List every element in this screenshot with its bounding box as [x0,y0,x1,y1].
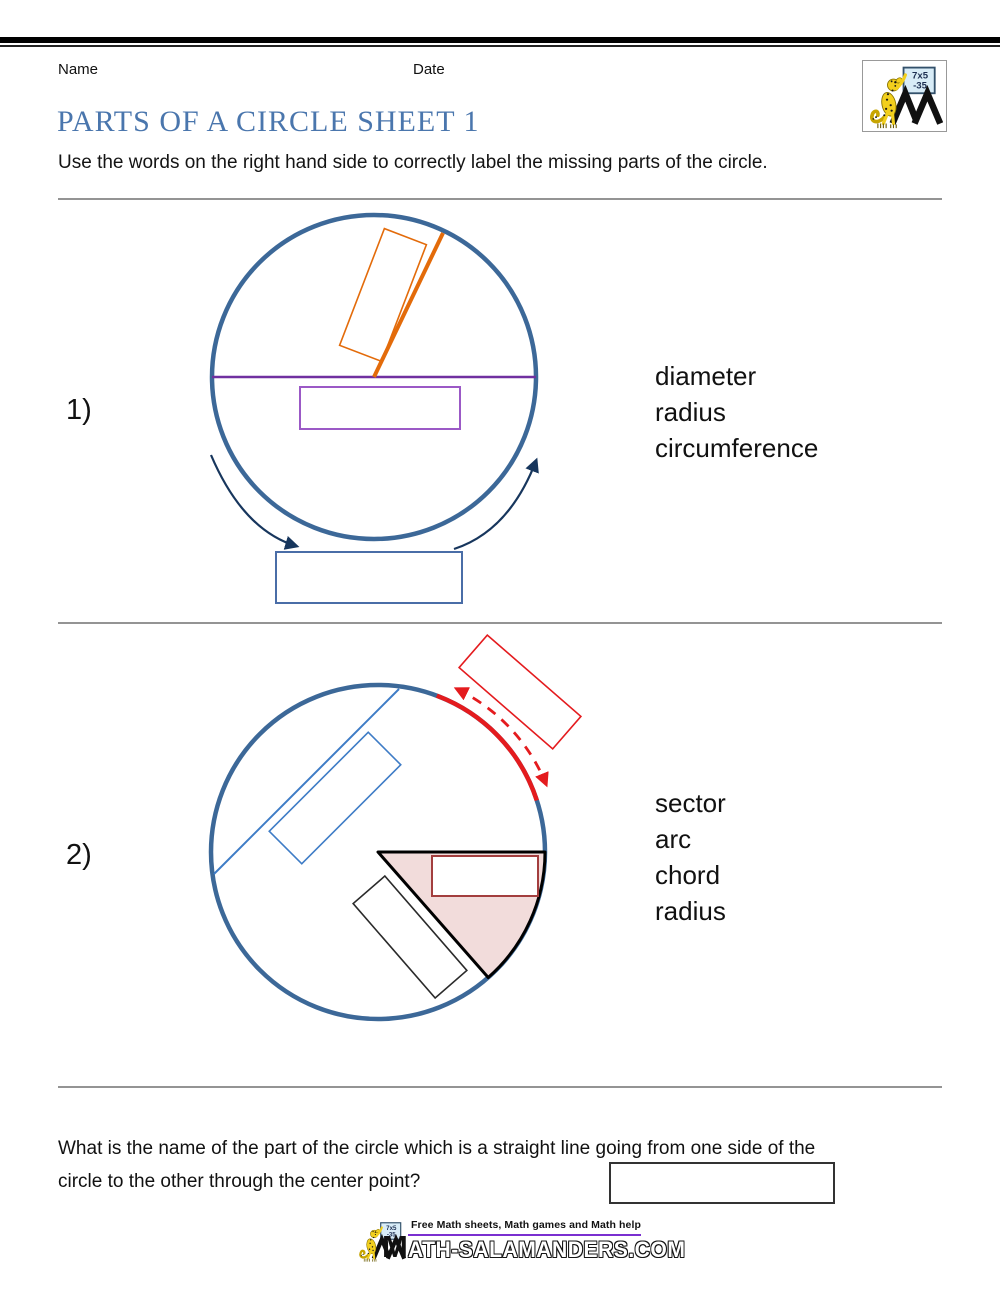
answer-box-chord[interactable] [268,731,402,865]
word-radius-2: radius [655,896,726,926]
page-title: PARTS OF A CIRCLE SHEET 1 [57,105,480,138]
top-border-thick [0,37,1000,43]
circle-1 [209,212,539,542]
word-diameter: diameter [655,361,757,391]
word-chord: chord [655,860,721,890]
section-divider [58,1086,942,1088]
answer-box-radius[interactable] [338,227,428,363]
chord-line [213,688,400,875]
date-label: Date [413,61,445,78]
section-divider [58,622,942,624]
arc-highlight [436,693,539,802]
section-divider [58,198,942,200]
question-1-number: 1) [66,394,92,426]
final-question-line-1: What is the name of the part of the circ… [58,1138,816,1159]
word-sector: sector [655,788,726,818]
answer-box-final[interactable] [609,1162,835,1204]
circumference-arrow-right [453,457,539,551]
answer-box-arc[interactable] [457,633,583,751]
answer-box-circumference[interactable] [275,551,463,604]
salamander-logo-icon [864,63,944,129]
site-logo [862,60,947,132]
circle-2 [208,682,548,1022]
word-bank-2: sector arc chord radius [655,785,726,929]
footer-wordmark[interactable]: M ATH-SALAMANDERS.COM [382,1231,697,1263]
final-question-line-2: circle to the other through the center p… [58,1171,421,1192]
footer-rule [408,1234,641,1236]
answer-box-diameter[interactable] [299,386,461,430]
name-label: Name [58,61,99,78]
word-arc: arc [655,824,692,854]
word-circumference: circumference [655,433,819,463]
word-bank-1: diameter radius circumference [655,358,818,466]
footer-tagline: Free Math sheets, Math games and Math he… [411,1219,641,1231]
footer-wordmark-m: M [382,1229,408,1264]
answer-box-sector[interactable] [431,855,539,897]
footer-wordmark-rest: ATH-SALAMANDERS.COM [407,1237,686,1262]
question-2-number: 2) [66,839,92,871]
answer-box-radius-2[interactable] [352,874,468,1000]
final-question: What is the name of the part of the circ… [58,1132,815,1198]
instruction-text: Use the words on the right hand side to … [58,152,768,173]
arc-dashed-arrow [453,687,549,788]
top-border-thin [0,45,1000,47]
circumference-arrow-left [209,454,300,550]
word-radius: radius [655,397,726,427]
